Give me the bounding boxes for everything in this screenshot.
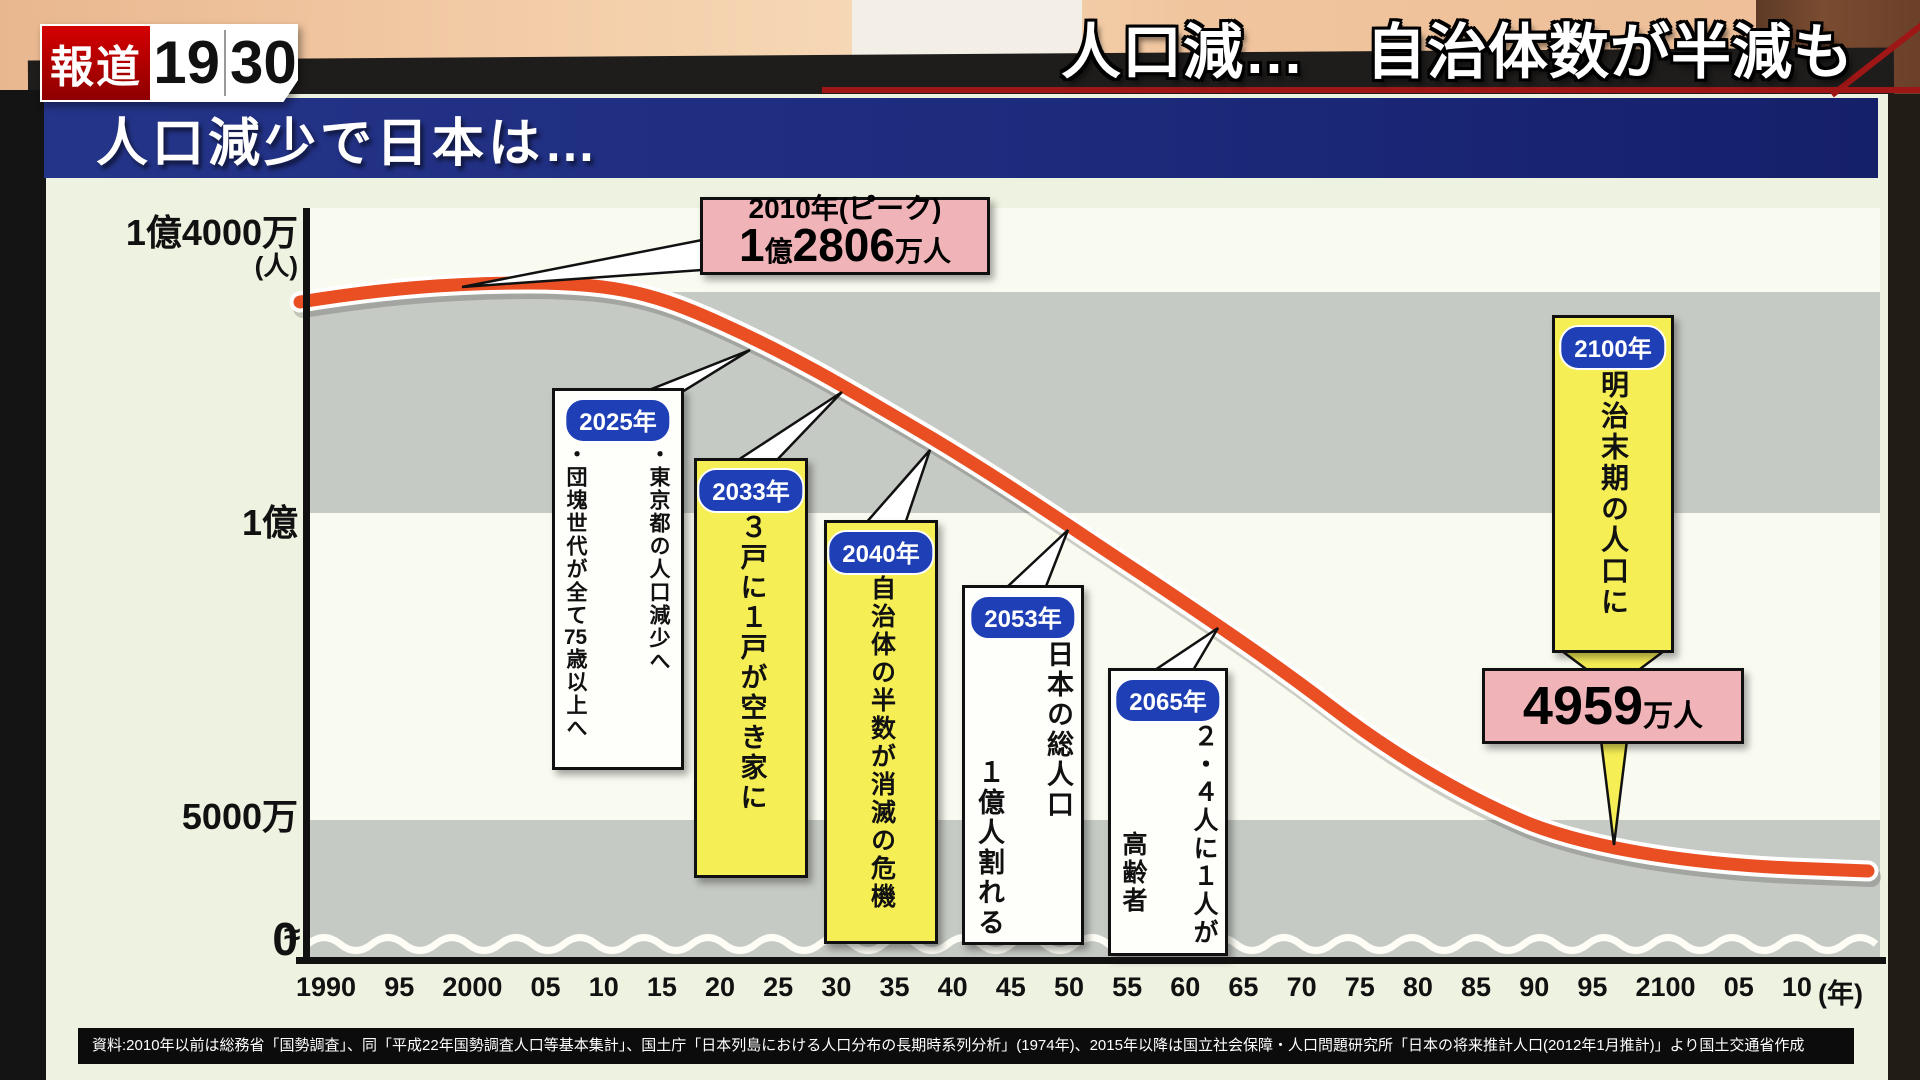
headline: 人口減… 自治体数が半減も	[1061, 19, 1854, 86]
source-note: 資料:2010年以前は総務省「国勢調査」、同「平成22年国勢調査人口等基本集計」…	[78, 1028, 1854, 1064]
x-tick-label: 10	[1781, 972, 1812, 1002]
year-pill-2025: 2025年	[564, 398, 672, 443]
x-tick-label: 2000	[442, 972, 503, 1002]
leader-wedge-2025	[643, 348, 751, 394]
annotation-peak-2010: 2010年(ピーク) 1億2806万人	[700, 193, 990, 275]
x-tick-label: 05	[1723, 972, 1754, 1002]
x-tick-label: 80	[1402, 972, 1433, 1002]
axis-break-symbol: ≈	[284, 918, 301, 951]
leader-wedge-2040	[862, 449, 932, 526]
annotation-2100-value: 4959 万人	[1482, 668, 1744, 744]
annotation-2040-text: 自治体の半数が消滅の危機	[867, 575, 896, 911]
x-axis-line	[296, 957, 1886, 964]
y-tick-50m: 5000万	[181, 796, 298, 837]
leader-wedge-2065	[1147, 626, 1220, 674]
x-tick-label: 65	[1228, 972, 1259, 1002]
x-tick-label: 20	[705, 972, 736, 1002]
logo-time-block: 19 30	[152, 24, 298, 102]
x-tick-label: 85	[1461, 972, 1492, 1002]
annotation-2053-col2: １億人割れる	[974, 758, 1004, 938]
x-tick-label: 2100	[1635, 972, 1696, 1002]
annotation-2033-text: ３戸に１戸が空き家に	[736, 513, 767, 813]
program-logo: 報道 19 30	[40, 24, 298, 102]
annotation-2065: 2065年 ２・４人に１人が 高齢者	[1108, 668, 1228, 956]
x-axis-unit: (年)	[1818, 979, 1863, 1009]
x-tick-label: 35	[879, 972, 910, 1002]
annotation-2100: 2100年 明治末期の人口に	[1552, 315, 1674, 653]
y-tick-0: 0	[272, 913, 298, 965]
peak-value: 1億2806万人	[739, 219, 951, 271]
logo-kanji-block: 報道	[40, 24, 152, 102]
headline-underline	[822, 87, 1920, 93]
annotation-2065-col2: 高齢者	[1119, 831, 1147, 915]
x-tick-label: 50	[1053, 972, 1084, 1002]
leader-wedge-2053	[1001, 529, 1070, 591]
x-tick-label: 25	[763, 972, 794, 1002]
annotation-2025-col1: ・東京都の人口減少へ	[647, 443, 670, 673]
tv-bezel-left	[0, 90, 46, 1080]
year-pill-2033: 2033年	[697, 468, 805, 513]
annotation-2100-text: 明治末期の人口に	[1598, 370, 1629, 618]
arrow-spike-2100	[1599, 738, 1629, 846]
x-tick-label: 15	[646, 972, 677, 1002]
x-tick-label: 45	[995, 972, 1026, 1002]
tv-bezel-right	[1888, 94, 1920, 1080]
peak-year-label: 2010年(ピーク)	[748, 193, 942, 224]
annotation-2053-col1: 日本の総人口	[1043, 640, 1073, 820]
annotation-2065-col1: ２・４人に１人が	[1190, 723, 1218, 947]
y-tick-140m: 1億4000万	[125, 212, 298, 253]
population-curve	[293, 276, 1875, 878]
x-tick-label: 75	[1344, 972, 1375, 1002]
annotation-2053: 2053年 日本の総人口 １億人割れる	[962, 585, 1084, 945]
annotation-2033: 2033年 ３戸に１戸が空き家に	[694, 458, 808, 878]
leader-wedge-2033	[730, 390, 843, 464]
x-axis-ticks: 1990 95 2000 05 10 15 20 25 30 35 40 45 50 55 60 65 70 75…	[296, 972, 1812, 1003]
year-pill-2053: 2053年	[969, 595, 1077, 640]
y-axis-line	[303, 208, 310, 963]
y-tick-100m: 1億	[241, 502, 298, 543]
x-tick-label: 60	[1170, 972, 1201, 1002]
logo-divider	[224, 30, 226, 96]
year-pill-2100: 2100年	[1559, 325, 1667, 370]
x-tick-label: 1990	[296, 972, 357, 1002]
logo-time-right: 30	[230, 29, 297, 96]
x-tick-label: 30	[821, 972, 852, 1002]
x-tick-label: 05	[530, 972, 561, 1002]
y-axis-unit: (人)	[254, 251, 298, 281]
x-tick-label: 95	[384, 972, 415, 1002]
year-pill-2065: 2065年	[1114, 678, 1222, 723]
logo-time-left: 19	[153, 29, 220, 96]
axis-break-wave	[305, 934, 1879, 954]
x-tick-label: 95	[1577, 972, 1608, 1002]
year-pill-2040: 2040年	[827, 530, 935, 575]
x-tick-label: 70	[1286, 972, 1317, 1002]
chart-title: 人口減少で日本は…	[96, 114, 601, 173]
x-tick-label: 90	[1519, 972, 1550, 1002]
annotation-2025-col2: ・団塊世代が全て75歳以上へ	[563, 443, 588, 740]
x-tick-label: 40	[937, 972, 968, 1002]
annotation-2025: 2025年 ・東京都の人口減少へ ・団塊世代が全て75歳以上へ	[552, 388, 684, 770]
x-tick-label: 10	[588, 972, 619, 1002]
annotation-2040: 2040年 自治体の半数が消滅の危機	[824, 520, 938, 944]
x-tick-label: 55	[1112, 972, 1143, 1002]
chart-title-banner: 人口減少で日本は…	[44, 98, 1878, 178]
